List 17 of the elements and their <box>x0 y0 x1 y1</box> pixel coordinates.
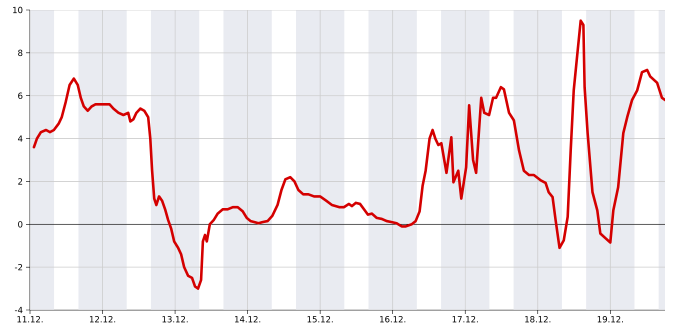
x-tick-label: 13.12. <box>162 316 188 322</box>
x-tick-label: 12.12. <box>90 316 116 322</box>
y-tick-label: -4 <box>14 306 22 314</box>
y-tick-label: 2 <box>18 178 22 185</box>
x-tick-label: 15.12. <box>308 316 333 322</box>
x-tick-label: 19.12. <box>598 316 623 322</box>
y-tick-label: -2 <box>14 264 22 270</box>
x-tick-label: 17.12. <box>452 316 478 322</box>
y-tick-label: 6 <box>18 92 22 99</box>
x-tick-label: 16.12. <box>380 316 406 322</box>
x-tick-label: 11.12. <box>17 316 43 322</box>
y-tick-label: 10 <box>13 6 22 14</box>
y-tick-label: 0 <box>18 221 22 228</box>
y-tick-label: 4 <box>18 135 22 142</box>
x-tick-label: 18.12. <box>525 316 550 322</box>
y-tick-label: 8 <box>18 50 22 56</box>
x-tick-label: 14.12. <box>235 316 260 322</box>
